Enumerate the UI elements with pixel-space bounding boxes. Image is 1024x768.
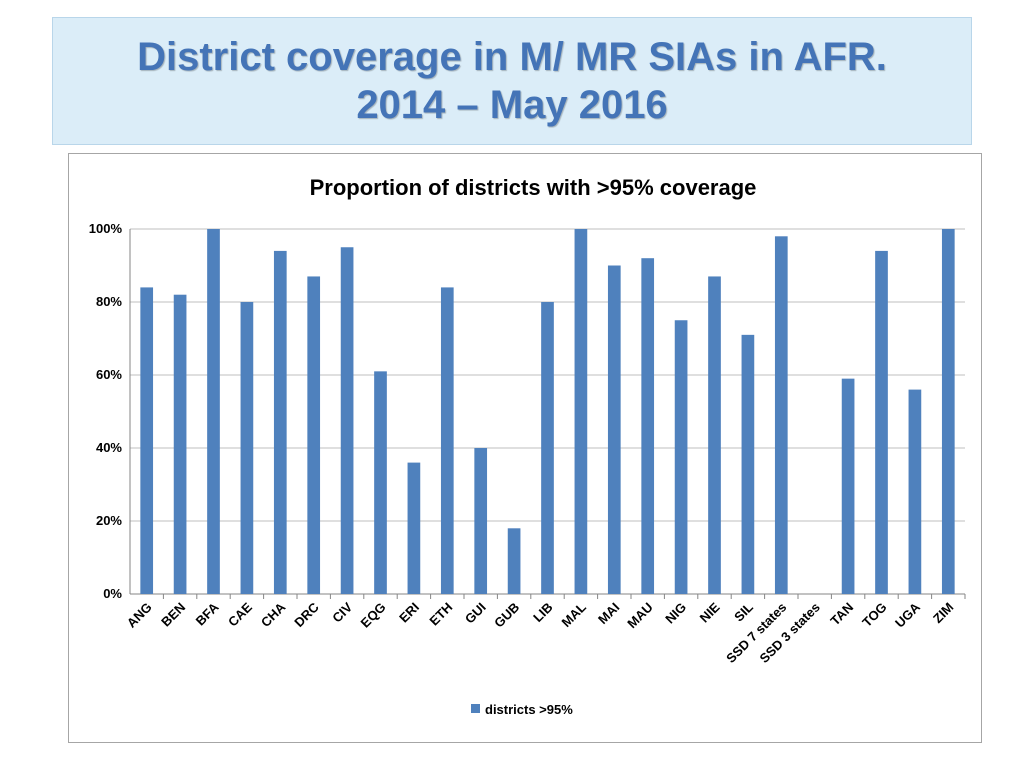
x-category-label: ETH <box>426 600 455 629</box>
bar <box>908 389 922 594</box>
bar <box>207 229 220 594</box>
bar <box>440 287 454 594</box>
x-category-label: MAL <box>558 599 589 630</box>
y-tick-label: 20% <box>96 513 122 528</box>
x-category-label: MAU <box>624 600 656 632</box>
legend-swatch <box>471 704 480 713</box>
bar <box>474 448 488 594</box>
y-tick-label: 80% <box>96 294 122 309</box>
x-category-label: CIV <box>329 599 355 625</box>
chart-legend: districts >95% <box>471 702 573 717</box>
x-category-label: BFA <box>193 599 222 628</box>
x-category-label: SIL <box>731 599 756 624</box>
bar <box>340 247 354 594</box>
x-category-label: BEN <box>158 600 188 630</box>
bar <box>841 378 855 594</box>
y-tick-label: 100% <box>89 221 123 236</box>
slide-title-line-1: District coverage in M/ MR SIAs in AFR. <box>137 35 887 79</box>
x-category-label: DRC <box>291 599 322 630</box>
x-category-label: CHA <box>258 599 289 630</box>
slide-title-box: District coverage in M/ MR SIAs in AFR. … <box>52 17 972 145</box>
bar <box>140 287 154 594</box>
y-tick-label: 60% <box>96 367 122 382</box>
bar <box>741 334 755 594</box>
x-category-label: UGA <box>892 599 923 630</box>
x-category-label: ZIM <box>930 600 956 626</box>
bar <box>941 229 955 594</box>
y-tick-label: 40% <box>96 440 122 455</box>
chart-frame: Proportion of districts with >95% covera… <box>68 153 982 743</box>
y-tick-label: 0% <box>103 586 122 601</box>
bar <box>173 294 187 594</box>
bar <box>273 250 287 594</box>
x-category-label: TOG <box>859 600 889 630</box>
x-category-label: GUB <box>491 600 522 631</box>
bar <box>875 250 888 594</box>
bar <box>307 276 321 594</box>
x-category-label: EQG <box>358 600 389 631</box>
bar <box>374 371 387 594</box>
x-category-label: ANG <box>124 600 155 631</box>
slide-title-line-2: 2014 – May 2016 <box>356 83 668 127</box>
bar <box>541 302 554 594</box>
bar <box>774 236 788 595</box>
x-category-label: CAE <box>225 599 255 629</box>
bar <box>574 229 588 594</box>
bar <box>240 302 254 594</box>
x-category-label: GUI <box>462 600 489 627</box>
bar <box>607 265 621 594</box>
x-category-label: TAN <box>827 600 856 629</box>
bar <box>507 528 521 594</box>
bar-chart: Proportion of districts with >95% covera… <box>89 175 966 717</box>
x-category-label: ERI <box>396 600 422 626</box>
legend-label: districts >95% <box>485 702 573 717</box>
x-category-label: MAI <box>595 600 622 627</box>
bar <box>407 462 421 594</box>
x-category-label: LIB <box>530 600 555 625</box>
bar <box>708 276 721 594</box>
chart-title: Proportion of districts with >95% covera… <box>310 175 757 200</box>
bar <box>641 258 655 594</box>
x-category-label: NIG <box>662 600 689 627</box>
bar <box>674 320 688 594</box>
x-category-label: NIE <box>697 599 723 625</box>
